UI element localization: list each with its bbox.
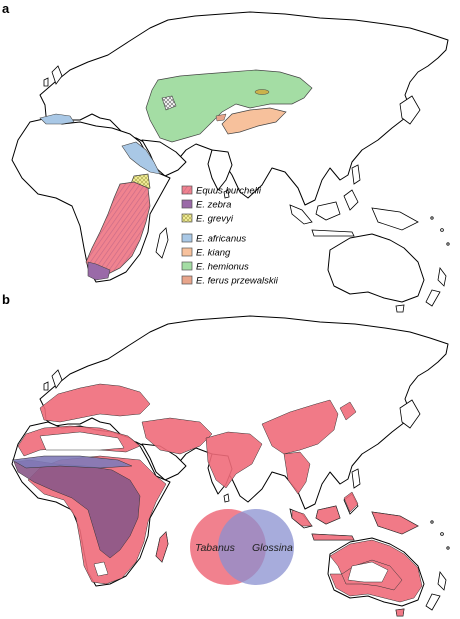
venn-glossina-label: Glossina (252, 542, 293, 554)
range-glossina-overlap (11, 455, 141, 559)
range-e-africanus-horn (121, 141, 161, 175)
range-e-hemionus (145, 69, 313, 143)
range-e-hemionus-lake (254, 89, 270, 95)
legend-label: E. kiang (196, 248, 231, 259)
range-e-zebra (87, 261, 111, 281)
map-a (11, 11, 450, 313)
legend-item-e-kiang: E. kiang (181, 248, 231, 259)
panel-b: b (2, 292, 450, 617)
range-equus-burchelli (85, 181, 151, 277)
legend-label: E. ferus przewalskii (196, 276, 279, 287)
range-e-kiang (221, 107, 287, 135)
legend-a: Equus burchelli E. zebra E. grevyi E. af… (181, 186, 279, 287)
range-gaps (39, 431, 389, 583)
map-b (11, 315, 450, 617)
panel-a: a Equus burch (2, 1, 450, 313)
venn-diagram: Tabanus Glossina (190, 509, 294, 585)
legend-label: E. grevyi (196, 214, 234, 225)
panel-b-letter: b (2, 292, 10, 307)
venn-tabanus-label: Tabanus (195, 542, 236, 554)
legend-item-e-hemionus: E. hemionus (181, 262, 249, 273)
legend-item-equus-burchelli: Equus burchelli (181, 186, 262, 197)
legend-label: E. hemionus (196, 262, 249, 273)
legend-item-e-africanus: E. africanus (181, 234, 246, 245)
legend-label: E. africanus (196, 234, 246, 245)
legend-label: E. zebra (196, 200, 231, 211)
range-e-ferus-przewalskii (215, 113, 227, 122)
panel-a-letter: a (2, 1, 10, 16)
range-hatched-patch (161, 95, 177, 111)
legend-item-e-ferus-przewalskii: E. ferus przewalskii (181, 276, 279, 287)
venn-glossina-circle (218, 509, 294, 585)
legend-item-e-zebra: E. zebra (181, 200, 231, 211)
legend-item-e-grevyi: E. grevyi (181, 214, 234, 225)
legend-label: Equus burchelli (196, 186, 262, 197)
range-e-africanus-north (39, 113, 75, 125)
